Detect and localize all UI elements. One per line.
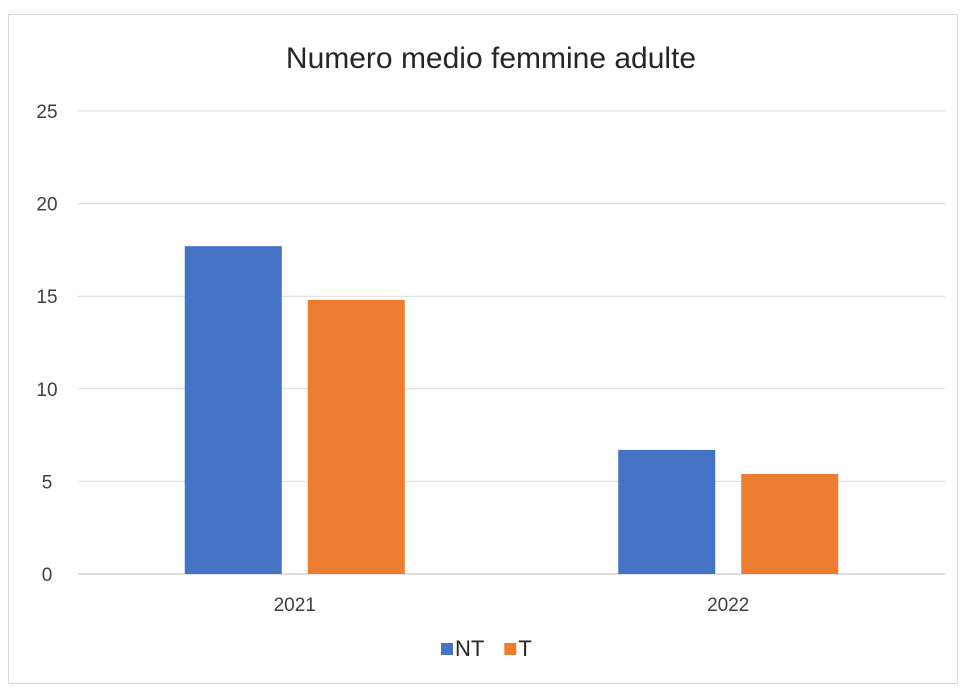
bar-nt-2021 [184, 246, 282, 575]
y-tick-label: 10 [36, 380, 57, 401]
x-tick-label: 2022 [707, 595, 749, 616]
legend-label-nt: NT [455, 636, 484, 661]
y-tick-label: 5 [42, 472, 53, 493]
legend-swatch-nt [441, 643, 453, 655]
legend-swatch-t [504, 643, 517, 655]
bars [184, 246, 839, 575]
bar-t-2022 [741, 473, 839, 574]
x-tick-label: 2021 [274, 595, 316, 616]
legend: NT T [441, 636, 532, 661]
y-tick-label: 0 [42, 565, 53, 586]
y-tick-label: 20 [36, 195, 57, 216]
bar-nt-2022 [618, 449, 716, 574]
chart-title: Numero medio femmine adulte [286, 42, 696, 75]
y-tick-label: 15 [36, 287, 57, 308]
bar-t-2021 [307, 299, 405, 574]
y-axis-ticks: 0 5 10 15 20 25 [36, 102, 57, 586]
x-axis-ticks: 2021 2022 [274, 595, 750, 616]
y-tick-label: 25 [36, 102, 57, 123]
legend-label-t: T [518, 636, 531, 661]
